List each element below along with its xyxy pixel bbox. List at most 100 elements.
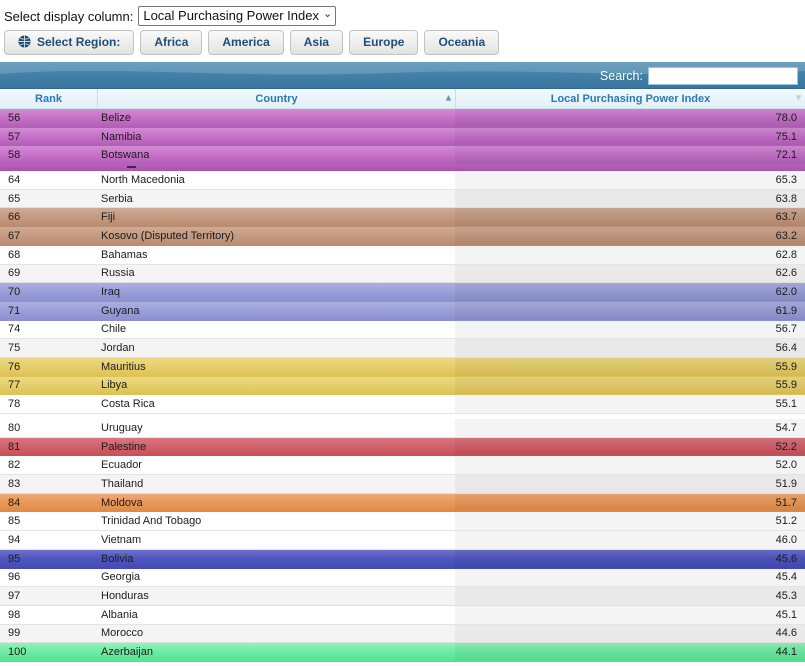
- value-cell: 46.0: [455, 531, 805, 549]
- rank-header-label: Rank: [35, 92, 62, 105]
- table-row-partial: [0, 165, 805, 172]
- table-row[interactable]: 56 Belize 78.0: [0, 109, 805, 128]
- rank-cell: 97: [8, 590, 21, 603]
- region-button-africa[interactable]: Africa: [140, 29, 203, 55]
- sort-ascending-icon: ▴: [445, 92, 451, 104]
- value-cell: 51.2: [455, 512, 805, 531]
- rank-cell: 83: [8, 477, 21, 490]
- table-row[interactable]: 99 Morocco 44.6: [0, 624, 805, 644]
- value-cell: 51.7: [455, 493, 805, 512]
- table-row[interactable]: 74 Chile 56.7: [0, 320, 805, 340]
- rank-cell: 65: [8, 192, 21, 205]
- display-column-label: Select display column:: [4, 8, 134, 24]
- rank-cell: 75: [8, 342, 21, 355]
- country-cell: Kosovo (Disputed Territory): [101, 229, 235, 242]
- rank-cell: 74: [8, 323, 21, 336]
- search-input[interactable]: [648, 66, 798, 85]
- table-row[interactable]: 85 Trinidad And Tobago 51.2: [0, 512, 805, 532]
- country-cell: Ecuador: [101, 459, 142, 472]
- sort-descending-icon: ▾: [795, 92, 801, 104]
- rank-cell: 85: [8, 515, 21, 528]
- country-cell: Vietnam: [101, 533, 142, 546]
- rank-cell: 80: [8, 421, 21, 434]
- rank-cell: 66: [8, 211, 21, 224]
- region-button-asia[interactable]: Asia: [289, 29, 344, 55]
- table-row-partial: [0, 414, 805, 419]
- table-row-partial: [0, 661, 805, 666]
- display-column-value: Local Purchasing Power Index: [143, 8, 319, 23]
- column-header-rank[interactable]: Rank: [0, 89, 97, 108]
- value-header-label: Local Purchasing Power Index: [550, 92, 711, 105]
- table-row[interactable]: 65 Serbia 63.8: [0, 189, 805, 209]
- globe-icon: [18, 35, 31, 48]
- table-row[interactable]: 81 Palestine 52.2: [0, 437, 805, 457]
- table-row[interactable]: 80 Uruguay 54.7: [0, 419, 805, 438]
- country-cell: Libya: [101, 379, 128, 392]
- table-row[interactable]: 78 Costa Rica 55.1: [0, 395, 805, 414]
- table-toolbar: Search:: [0, 62, 805, 89]
- value-cell: 62.0: [455, 283, 805, 301]
- table-row[interactable]: 77 Libya 55.9: [0, 376, 805, 396]
- country-cell: Iraq: [101, 286, 120, 299]
- value-cell: 55.9: [455, 357, 805, 376]
- table-row[interactable]: 67 Kosovo (Disputed Territory) 63.2: [0, 227, 805, 246]
- rank-cell: 77: [8, 379, 21, 392]
- country-cell: Honduras: [101, 590, 149, 603]
- table-row[interactable]: 82 Ecuador 52.0: [0, 456, 805, 476]
- country-cell: Thailand: [101, 477, 144, 490]
- table-row[interactable]: 71 Guyana 61.9: [0, 301, 805, 321]
- country-cell: Chile: [101, 323, 127, 336]
- table-row[interactable]: 98 Albania 45.1: [0, 605, 805, 625]
- table-row[interactable]: 66 Fiji 63.7: [0, 208, 805, 228]
- clipped-text-artifact: [127, 166, 136, 169]
- rank-cell: 76: [8, 360, 21, 373]
- table-row[interactable]: 69 Russia 62.6: [0, 264, 805, 284]
- table-row[interactable]: 68 Bahamas 62.8: [0, 245, 805, 265]
- country-cell: Botswana: [101, 149, 150, 162]
- column-header-value[interactable]: Local Purchasing Power Index ▾: [455, 89, 805, 108]
- table-row[interactable]: 83 Thailand 51.9: [0, 475, 805, 494]
- rank-cell: 84: [8, 496, 21, 509]
- table-header: Rank Country ▴ Local Purchasing Power In…: [0, 89, 805, 109]
- value-cell: 63.7: [455, 208, 805, 227]
- select-region-label: Select Region:: [37, 34, 121, 49]
- value-cell: 62.8: [455, 245, 805, 264]
- column-header-country[interactable]: Country ▴: [97, 89, 455, 108]
- display-column-select[interactable]: Local Purchasing Power Index ⌄: [138, 6, 337, 26]
- value-cell: 54.7: [455, 419, 805, 437]
- rank-cell: 78: [8, 398, 21, 411]
- table-row[interactable]: 64 North Macedonia 65.3: [0, 171, 805, 190]
- table-row[interactable]: 76 Mauritius 55.9: [0, 357, 805, 377]
- region-button-europe[interactable]: Europe: [349, 29, 419, 55]
- table-row[interactable]: 95 Bolivia 45.6: [0, 549, 805, 569]
- select-region-button[interactable]: Select Region:: [4, 29, 135, 55]
- table-row[interactable]: 57 Namibia 75.1: [0, 127, 805, 147]
- table-row[interactable]: 96 Georgia 45.4: [0, 568, 805, 588]
- rank-cell: 82: [8, 459, 21, 472]
- value-cell: 45.3: [455, 587, 805, 605]
- table-row[interactable]: 75 Jordan 56.4: [0, 339, 805, 358]
- rank-cell: 71: [8, 304, 21, 317]
- value-cell: 65.3: [455, 171, 805, 189]
- country-cell: Belize: [101, 111, 131, 124]
- country-cell: Guyana: [101, 304, 140, 317]
- value-cell: 51.9: [455, 475, 805, 493]
- country-cell: Trinidad And Tobago: [101, 515, 202, 528]
- table-row[interactable]: 84 Moldova 51.7: [0, 493, 805, 513]
- table-row[interactable]: 58 Botswana 72.1: [0, 146, 805, 166]
- table-row[interactable]: 97 Honduras 45.3: [0, 587, 805, 606]
- country-cell: Namibia: [101, 130, 142, 143]
- table-row[interactable]: 94 Vietnam 46.0: [0, 531, 805, 550]
- table-row[interactable]: 100 Azerbaijan 44.1: [0, 643, 805, 662]
- table-row[interactable]: 70 Iraq 62.0: [0, 283, 805, 302]
- region-button-row: Select Region: Africa America Asia Europe Oc…: [4, 29, 805, 55]
- region-button-america[interactable]: America: [208, 29, 284, 55]
- rank-cell: 68: [8, 248, 21, 261]
- region-button-oceania[interactable]: Oceania: [424, 29, 500, 55]
- value-cell: 55.9: [455, 376, 805, 395]
- rank-cell: 69: [8, 267, 21, 280]
- rank-cell: 70: [8, 286, 21, 299]
- value-cell: 56.4: [455, 339, 805, 357]
- value-cell: 62.6: [455, 264, 805, 283]
